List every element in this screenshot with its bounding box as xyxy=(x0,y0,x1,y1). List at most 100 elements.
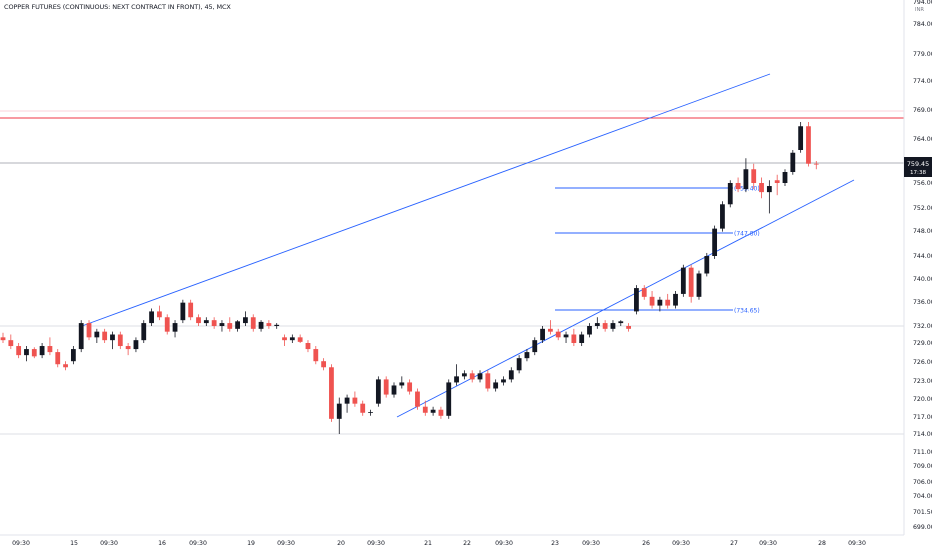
y-tick-label: 744.00 xyxy=(913,253,932,260)
candle-body xyxy=(70,349,76,362)
candle-body xyxy=(532,340,538,353)
candle-body xyxy=(446,382,452,416)
candle-body xyxy=(243,317,248,324)
candle-body xyxy=(649,296,655,306)
candle-body xyxy=(55,352,61,365)
x-tick-label: 09:30 xyxy=(100,540,118,547)
candle-body xyxy=(266,323,272,326)
candle-body xyxy=(125,346,131,350)
price-axis[interactable]: 784.00 779.00 774.00 769.00 764.00 756.00 752.… xyxy=(903,0,932,535)
y-tick-label: 736.00 xyxy=(913,299,932,306)
candle-body xyxy=(555,331,561,338)
y-tick-label: 729.00 xyxy=(913,340,932,347)
y-tick-label: 764.00 xyxy=(913,136,932,143)
x-tick-label: 27 xyxy=(730,540,738,547)
candle-body xyxy=(157,311,162,318)
candle-body xyxy=(665,299,671,306)
x-tick-label: 22 xyxy=(463,540,471,547)
y-tick-label: 701.50 xyxy=(913,509,932,516)
candle-body xyxy=(806,126,811,164)
candle-body xyxy=(469,373,475,380)
lower-trendline xyxy=(396,179,855,418)
y-tick-label: 740.00 xyxy=(913,276,932,283)
candle-body xyxy=(579,334,585,343)
candle-body xyxy=(117,334,123,347)
candle-body xyxy=(360,403,366,413)
candle-body xyxy=(720,204,725,229)
candle-body xyxy=(751,169,757,183)
candle-body xyxy=(774,180,780,183)
candle-body xyxy=(375,379,381,404)
candle-body xyxy=(641,288,647,297)
candle-body xyxy=(563,334,569,338)
y-tick-label: 711.00 xyxy=(913,449,932,456)
last-price-timer: 17:38 xyxy=(910,170,927,176)
candle-body xyxy=(63,364,68,368)
candle-body xyxy=(782,172,788,183)
candle-body xyxy=(407,382,413,392)
x-tick-label: 09:30 xyxy=(189,540,207,547)
candle-body xyxy=(94,331,100,338)
x-tick-label: 15 xyxy=(70,540,78,547)
candle-body xyxy=(516,358,522,371)
candle-body xyxy=(24,349,29,356)
candle-body xyxy=(813,163,819,165)
y-tick-label: 779.00 xyxy=(913,51,932,58)
candle-body xyxy=(766,186,772,193)
candle-body xyxy=(524,352,530,359)
x-tick-label: 16 xyxy=(158,540,166,547)
reference-lines xyxy=(0,110,904,435)
candle-body xyxy=(587,326,592,335)
candle-body xyxy=(602,323,608,329)
y-tick-label: 726.00 xyxy=(913,359,932,366)
y-tick-label: 699.00 xyxy=(913,524,932,531)
upper-trendline xyxy=(81,73,771,327)
candle-body xyxy=(282,337,287,341)
candle-body xyxy=(39,346,45,356)
y-tick-label: 709.00 xyxy=(913,463,932,470)
candle-body xyxy=(305,343,311,350)
x-tick-label: 26 xyxy=(642,540,650,547)
y-tick-label: 714.00 xyxy=(913,431,932,438)
y-tick-label: 706.00 xyxy=(913,479,932,486)
candle-body xyxy=(8,340,14,347)
candle-body xyxy=(149,311,154,324)
candle-body xyxy=(219,323,225,326)
candle-body xyxy=(321,361,327,368)
candle-body xyxy=(696,273,702,297)
last-price-badge-bg xyxy=(904,157,932,177)
x-tick-label: 21 xyxy=(424,540,432,547)
candle-body xyxy=(250,317,256,329)
candle-body xyxy=(203,320,209,324)
candle-body xyxy=(634,288,639,312)
candle-body xyxy=(688,267,694,297)
x-tick-label: 20 xyxy=(337,540,345,547)
symbol-title: COPPER FUTURES (CONTINUOUS: NEXT CONTRAC… xyxy=(4,3,231,11)
time-axis[interactable]: 09:30 15 09:30 16 09:30 19 09:30 20 09:30 21 22 09:… xyxy=(0,534,904,547)
candle-body xyxy=(0,337,6,341)
candle-body xyxy=(430,409,436,413)
candle-body xyxy=(712,228,718,256)
candle-body xyxy=(422,406,428,413)
y-tick-label: 784.00 xyxy=(913,21,932,28)
candle-body xyxy=(313,349,319,362)
last-price-badge: 759.45 17:38 xyxy=(904,157,932,177)
candle-body xyxy=(657,299,663,306)
candle-body xyxy=(485,373,491,389)
x-tick-label: 09:30 xyxy=(672,540,690,547)
candle-body xyxy=(180,302,186,321)
candle-body xyxy=(438,409,444,416)
x-tick-label: 09:30 xyxy=(495,540,513,547)
candle-body xyxy=(618,321,624,324)
horizontal-levels: (755.40)(747.80)(734.65) xyxy=(555,186,760,315)
y-tick-label: 717.00 xyxy=(913,414,932,421)
candle-body xyxy=(352,397,358,404)
candle-body xyxy=(391,385,397,395)
candle-body xyxy=(31,349,37,357)
candle-body xyxy=(110,334,115,341)
candlestick-series xyxy=(0,122,819,434)
candle-body xyxy=(399,382,405,386)
y-tick-label: 704.00 xyxy=(913,493,932,500)
candle-body xyxy=(274,324,280,326)
